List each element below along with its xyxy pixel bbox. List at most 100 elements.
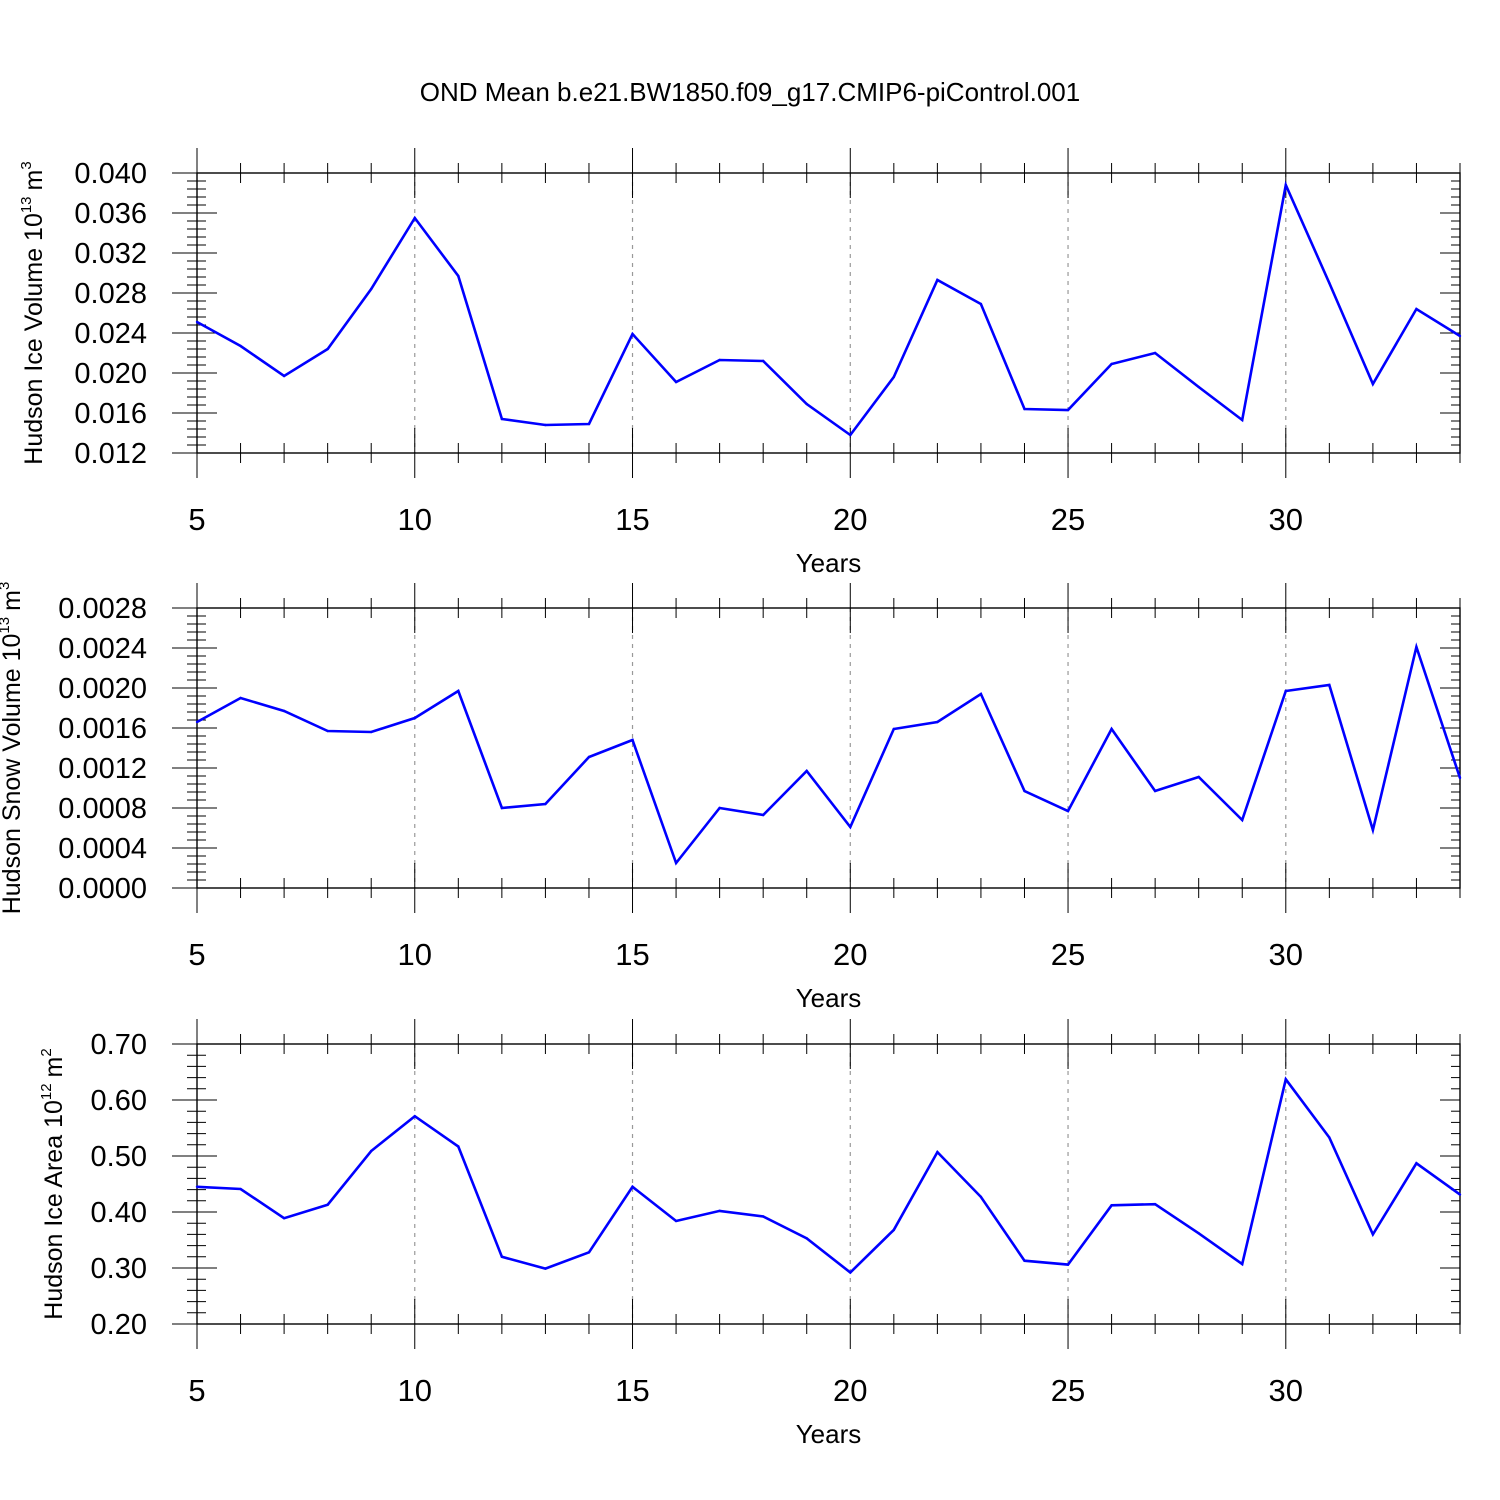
y-axis-label-part: Hudson Snow Volume 10	[0, 634, 26, 915]
data-point	[370, 1149, 373, 1153]
data-point	[1197, 1232, 1200, 1235]
data-point	[1458, 1193, 1462, 1196]
data-point	[936, 278, 939, 282]
plot-frame	[196, 172, 1461, 454]
data-point	[326, 1203, 329, 1206]
data-point	[326, 347, 329, 351]
data-point	[1066, 1263, 1070, 1266]
data-point	[457, 1145, 460, 1148]
y-axis-label: Hudson Ice Area 1012 m2	[38, 1048, 68, 1319]
data-point	[1458, 776, 1462, 780]
x-tick-label: 15	[615, 937, 649, 972]
data-point	[239, 696, 242, 700]
x-tick-label: 30	[1269, 1373, 1303, 1408]
x-tick-label: 10	[398, 937, 432, 972]
y-tick-label: 0.0012	[58, 753, 147, 785]
x-axis-label: Years	[796, 983, 862, 1013]
y-tick-label: 0.036	[74, 198, 147, 230]
panel-3: 0.20 0.30 0.40 0.50 0.60 0.70 5 10 15 20 25 30 Years…	[38, 1019, 1462, 1449]
data-point	[195, 320, 199, 324]
data-point	[1110, 362, 1113, 366]
data-point	[979, 302, 983, 306]
y-tick-label: 0.0016	[58, 713, 147, 745]
data-point	[1371, 828, 1375, 832]
x-tick-label: 20	[833, 502, 867, 537]
data-point	[587, 422, 591, 426]
x-tick-label: 20	[833, 937, 867, 972]
x-tick-label: 15	[615, 1373, 649, 1408]
data-point	[1153, 351, 1157, 355]
data-point	[370, 287, 373, 291]
x-tick-label: 30	[1269, 937, 1303, 972]
data-point	[500, 1255, 504, 1259]
x-tick-label: 10	[398, 502, 432, 537]
data-point	[457, 689, 460, 693]
chart-title: OND Mean b.e21.BW1850.f09_g17.CMIP6-piCo…	[420, 77, 1080, 107]
data-point	[892, 1228, 896, 1232]
data-point	[544, 802, 547, 806]
data-point	[195, 720, 199, 724]
series-line	[196, 180, 1461, 437]
data-point	[326, 729, 329, 733]
data-point	[849, 1271, 852, 1274]
data-point	[1415, 1162, 1418, 1165]
data-point	[1371, 382, 1375, 386]
y-axis-label-part: 3	[18, 161, 35, 169]
data-point	[282, 1216, 286, 1220]
y-tick-label: 0.028	[74, 278, 147, 310]
data-point	[1371, 1233, 1375, 1236]
data-point	[457, 274, 460, 278]
data-point	[500, 417, 504, 421]
data-point	[544, 423, 547, 427]
data-point	[674, 380, 678, 384]
data-point	[674, 861, 678, 865]
y-tick-label: 0.020	[74, 358, 147, 390]
data-point	[718, 1209, 721, 1213]
data-point	[500, 806, 504, 810]
data-point	[1110, 727, 1113, 731]
data-point	[370, 730, 373, 734]
data-point	[936, 1150, 939, 1154]
data-point	[674, 1219, 678, 1223]
y-axis-label-part: 2	[38, 1048, 55, 1056]
y-axis-label-part: m	[40, 1057, 68, 1078]
data-point	[805, 769, 808, 773]
data-point	[805, 1237, 808, 1240]
data-point	[239, 1187, 242, 1191]
x-tick-label: 5	[188, 937, 205, 972]
data-point	[1110, 1204, 1113, 1207]
y-axis-label-part: Hudson Ice Area 10	[40, 1100, 68, 1320]
data-point	[979, 1195, 983, 1199]
data-point	[1415, 645, 1418, 649]
y-tick-label: 0.032	[74, 238, 147, 270]
panel-2: 0.0000 0.0004 0.0008 0.0012 0.0016 0.0020 0.00…	[0, 582, 1462, 1013]
data-point	[544, 1267, 547, 1270]
data-point	[1197, 775, 1200, 779]
y-axis-label-part: 13	[18, 196, 35, 213]
y-tick-label: 0.60	[91, 1085, 147, 1117]
data-point	[631, 738, 634, 742]
plot-frame	[196, 1043, 1461, 1325]
y-tick-label: 0.70	[91, 1029, 147, 1061]
panel-1: 0.012 0.016 0.020 0.024 0.028 0.032 0.036 0.040…	[18, 148, 1462, 578]
data-point	[587, 1251, 591, 1254]
data-point	[761, 813, 765, 817]
y-axis-label: Hudson Ice Volume 1013 m3	[18, 161, 48, 464]
data-point	[1153, 789, 1157, 793]
x-tick-label: 5	[188, 1373, 205, 1408]
data-point	[892, 727, 896, 731]
data-point	[1284, 1078, 1287, 1081]
y-tick-label: 0.0000	[58, 873, 147, 905]
data-point	[1241, 418, 1244, 422]
data-point	[413, 1115, 416, 1118]
data-point	[892, 375, 896, 379]
panels: 0.012 0.016 0.020 0.024 0.028 0.032 0.036 0.040…	[0, 148, 1462, 1449]
y-tick-label: 0.0020	[58, 673, 147, 705]
y-tick-label: 0.040	[74, 158, 147, 190]
x-tick-label: 30	[1269, 502, 1303, 537]
data-point	[718, 806, 721, 810]
x-tick-label: 5	[188, 502, 205, 537]
y-axis-label: Hudson Snow Volume 1013 m3	[0, 582, 26, 915]
x-tick-label: 20	[833, 1373, 867, 1408]
